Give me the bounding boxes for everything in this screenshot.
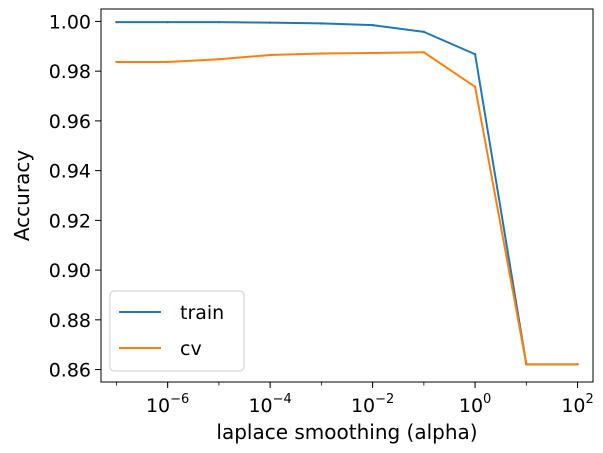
x-tick-base: 10 bbox=[561, 395, 585, 417]
y-axis: 0.86 0.88 0.90 0.92 0.94 0.96 0.98 1.00 bbox=[49, 11, 101, 382]
data-point-train bbox=[473, 53, 477, 56]
x-tick-exponent: −4 bbox=[273, 392, 292, 407]
legend-label: train bbox=[180, 302, 224, 324]
x-tick-exponent: −2 bbox=[375, 392, 394, 407]
plot-area bbox=[115, 20, 579, 366]
series-line-cv bbox=[116, 51, 578, 366]
x-tick-label: 10−6 bbox=[146, 392, 189, 417]
x-tick-exponent: −6 bbox=[170, 392, 189, 407]
x-tick-label: 10−4 bbox=[248, 392, 291, 417]
data-point-cv bbox=[166, 60, 169, 64]
data-point-cv bbox=[473, 85, 477, 89]
data-point-train bbox=[268, 21, 272, 24]
y-axis-label: Accuracy bbox=[10, 150, 34, 241]
x-tick-exponent: 0 bbox=[483, 392, 491, 407]
data-point-cv bbox=[320, 52, 323, 55]
x-tick-exponent: 2 bbox=[586, 392, 594, 407]
series-line-train bbox=[116, 21, 578, 366]
x-tick-base: 10 bbox=[459, 395, 483, 417]
y-tick-label: 0.94 bbox=[49, 161, 91, 183]
y-tick-label: 1.00 bbox=[49, 11, 91, 33]
data-point-train bbox=[371, 23, 374, 27]
x-tick-base: 10 bbox=[248, 395, 272, 417]
data-point-cv bbox=[371, 51, 374, 55]
x-tick-label: 10−2 bbox=[351, 392, 394, 417]
x-tick-base: 10 bbox=[146, 395, 170, 417]
data-point-cv bbox=[525, 363, 528, 366]
y-tick-label: 0.92 bbox=[49, 210, 91, 232]
data-point-train bbox=[217, 20, 221, 24]
data-point-cv bbox=[422, 51, 426, 54]
axes-frame bbox=[100, 8, 594, 383]
x-tick-base: 10 bbox=[351, 395, 375, 417]
y-tick-label: 0.98 bbox=[49, 61, 91, 83]
y-tick-label: 0.96 bbox=[49, 111, 91, 133]
x-tick-label: 102 bbox=[561, 392, 593, 417]
data-point-cv bbox=[217, 58, 221, 61]
x-axis-label: laplace smoothing (alpha) bbox=[216, 420, 477, 444]
x-axis: 10−6 10−4 10−2 100 102 bbox=[116, 382, 594, 417]
y-tick-label: 0.88 bbox=[49, 310, 91, 332]
data-point-cv bbox=[576, 363, 579, 366]
x-tick-label: 100 bbox=[459, 392, 491, 417]
data-point-train bbox=[115, 20, 118, 24]
data-point-train bbox=[422, 30, 426, 34]
legend: train cv bbox=[109, 290, 245, 372]
data-point-train bbox=[320, 22, 323, 25]
data-point-train bbox=[166, 20, 169, 24]
y-tick-label: 0.90 bbox=[49, 260, 91, 282]
data-point-cv bbox=[268, 53, 272, 57]
data-point-cv bbox=[115, 60, 118, 64]
y-tick-label: 0.86 bbox=[49, 360, 91, 382]
legend-label: cv bbox=[180, 338, 202, 360]
